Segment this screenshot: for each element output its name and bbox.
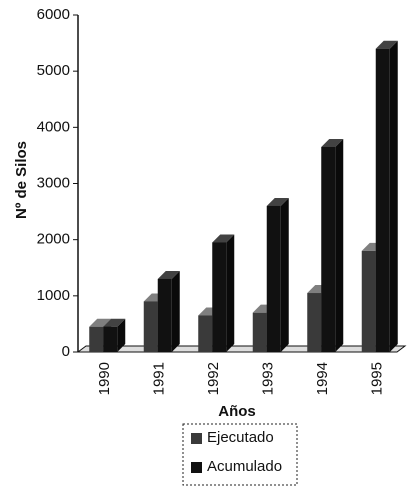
bar xyxy=(198,315,213,352)
bar-side xyxy=(171,270,180,352)
bar-top xyxy=(89,318,112,327)
y-axis-label: Nº de Silos xyxy=(13,141,30,219)
bar xyxy=(307,293,322,352)
x-tick-label: 1995 xyxy=(369,362,386,395)
x-tick-label: 1990 xyxy=(96,362,113,395)
y-tick-label: 4000 xyxy=(37,118,70,135)
x-tick-label: 1991 xyxy=(151,362,168,395)
bar-side xyxy=(389,40,398,352)
bar-top xyxy=(321,138,344,147)
bar-top xyxy=(103,318,126,327)
legend-swatch xyxy=(191,433,202,444)
x-tick-label: 1993 xyxy=(260,362,277,395)
bar xyxy=(103,326,118,352)
legend-box xyxy=(182,423,298,486)
bar xyxy=(157,278,172,352)
bar xyxy=(252,312,267,352)
bar-side xyxy=(280,197,289,352)
x-tick-label: 1994 xyxy=(314,362,331,395)
legend-label: Acumulado xyxy=(207,458,282,475)
bar xyxy=(321,146,336,352)
bar xyxy=(266,205,281,352)
bar-top xyxy=(157,270,180,279)
y-tick-label: 5000 xyxy=(37,62,70,79)
x-tick-label: 1992 xyxy=(205,362,222,395)
y-tick-label: 0 xyxy=(62,343,70,360)
legend-swatch xyxy=(191,462,202,473)
bar xyxy=(212,242,227,352)
bar-side xyxy=(226,234,235,352)
y-tick-label: 2000 xyxy=(37,231,70,248)
bar-top xyxy=(266,197,289,206)
bar xyxy=(143,301,158,352)
y-tick-label: 1000 xyxy=(37,287,70,304)
y-tick-label: 3000 xyxy=(37,174,70,191)
bar-top xyxy=(212,234,235,243)
x-axis-label: Años xyxy=(218,403,256,420)
bar-side xyxy=(117,318,126,352)
bar-top xyxy=(375,40,398,49)
bar xyxy=(361,250,376,352)
bar xyxy=(375,48,390,352)
floor xyxy=(76,345,407,353)
bar xyxy=(89,326,104,352)
y-tick-label: 6000 xyxy=(37,6,70,23)
legend-label: Ejecutado xyxy=(207,429,274,446)
bar-side xyxy=(335,138,344,352)
